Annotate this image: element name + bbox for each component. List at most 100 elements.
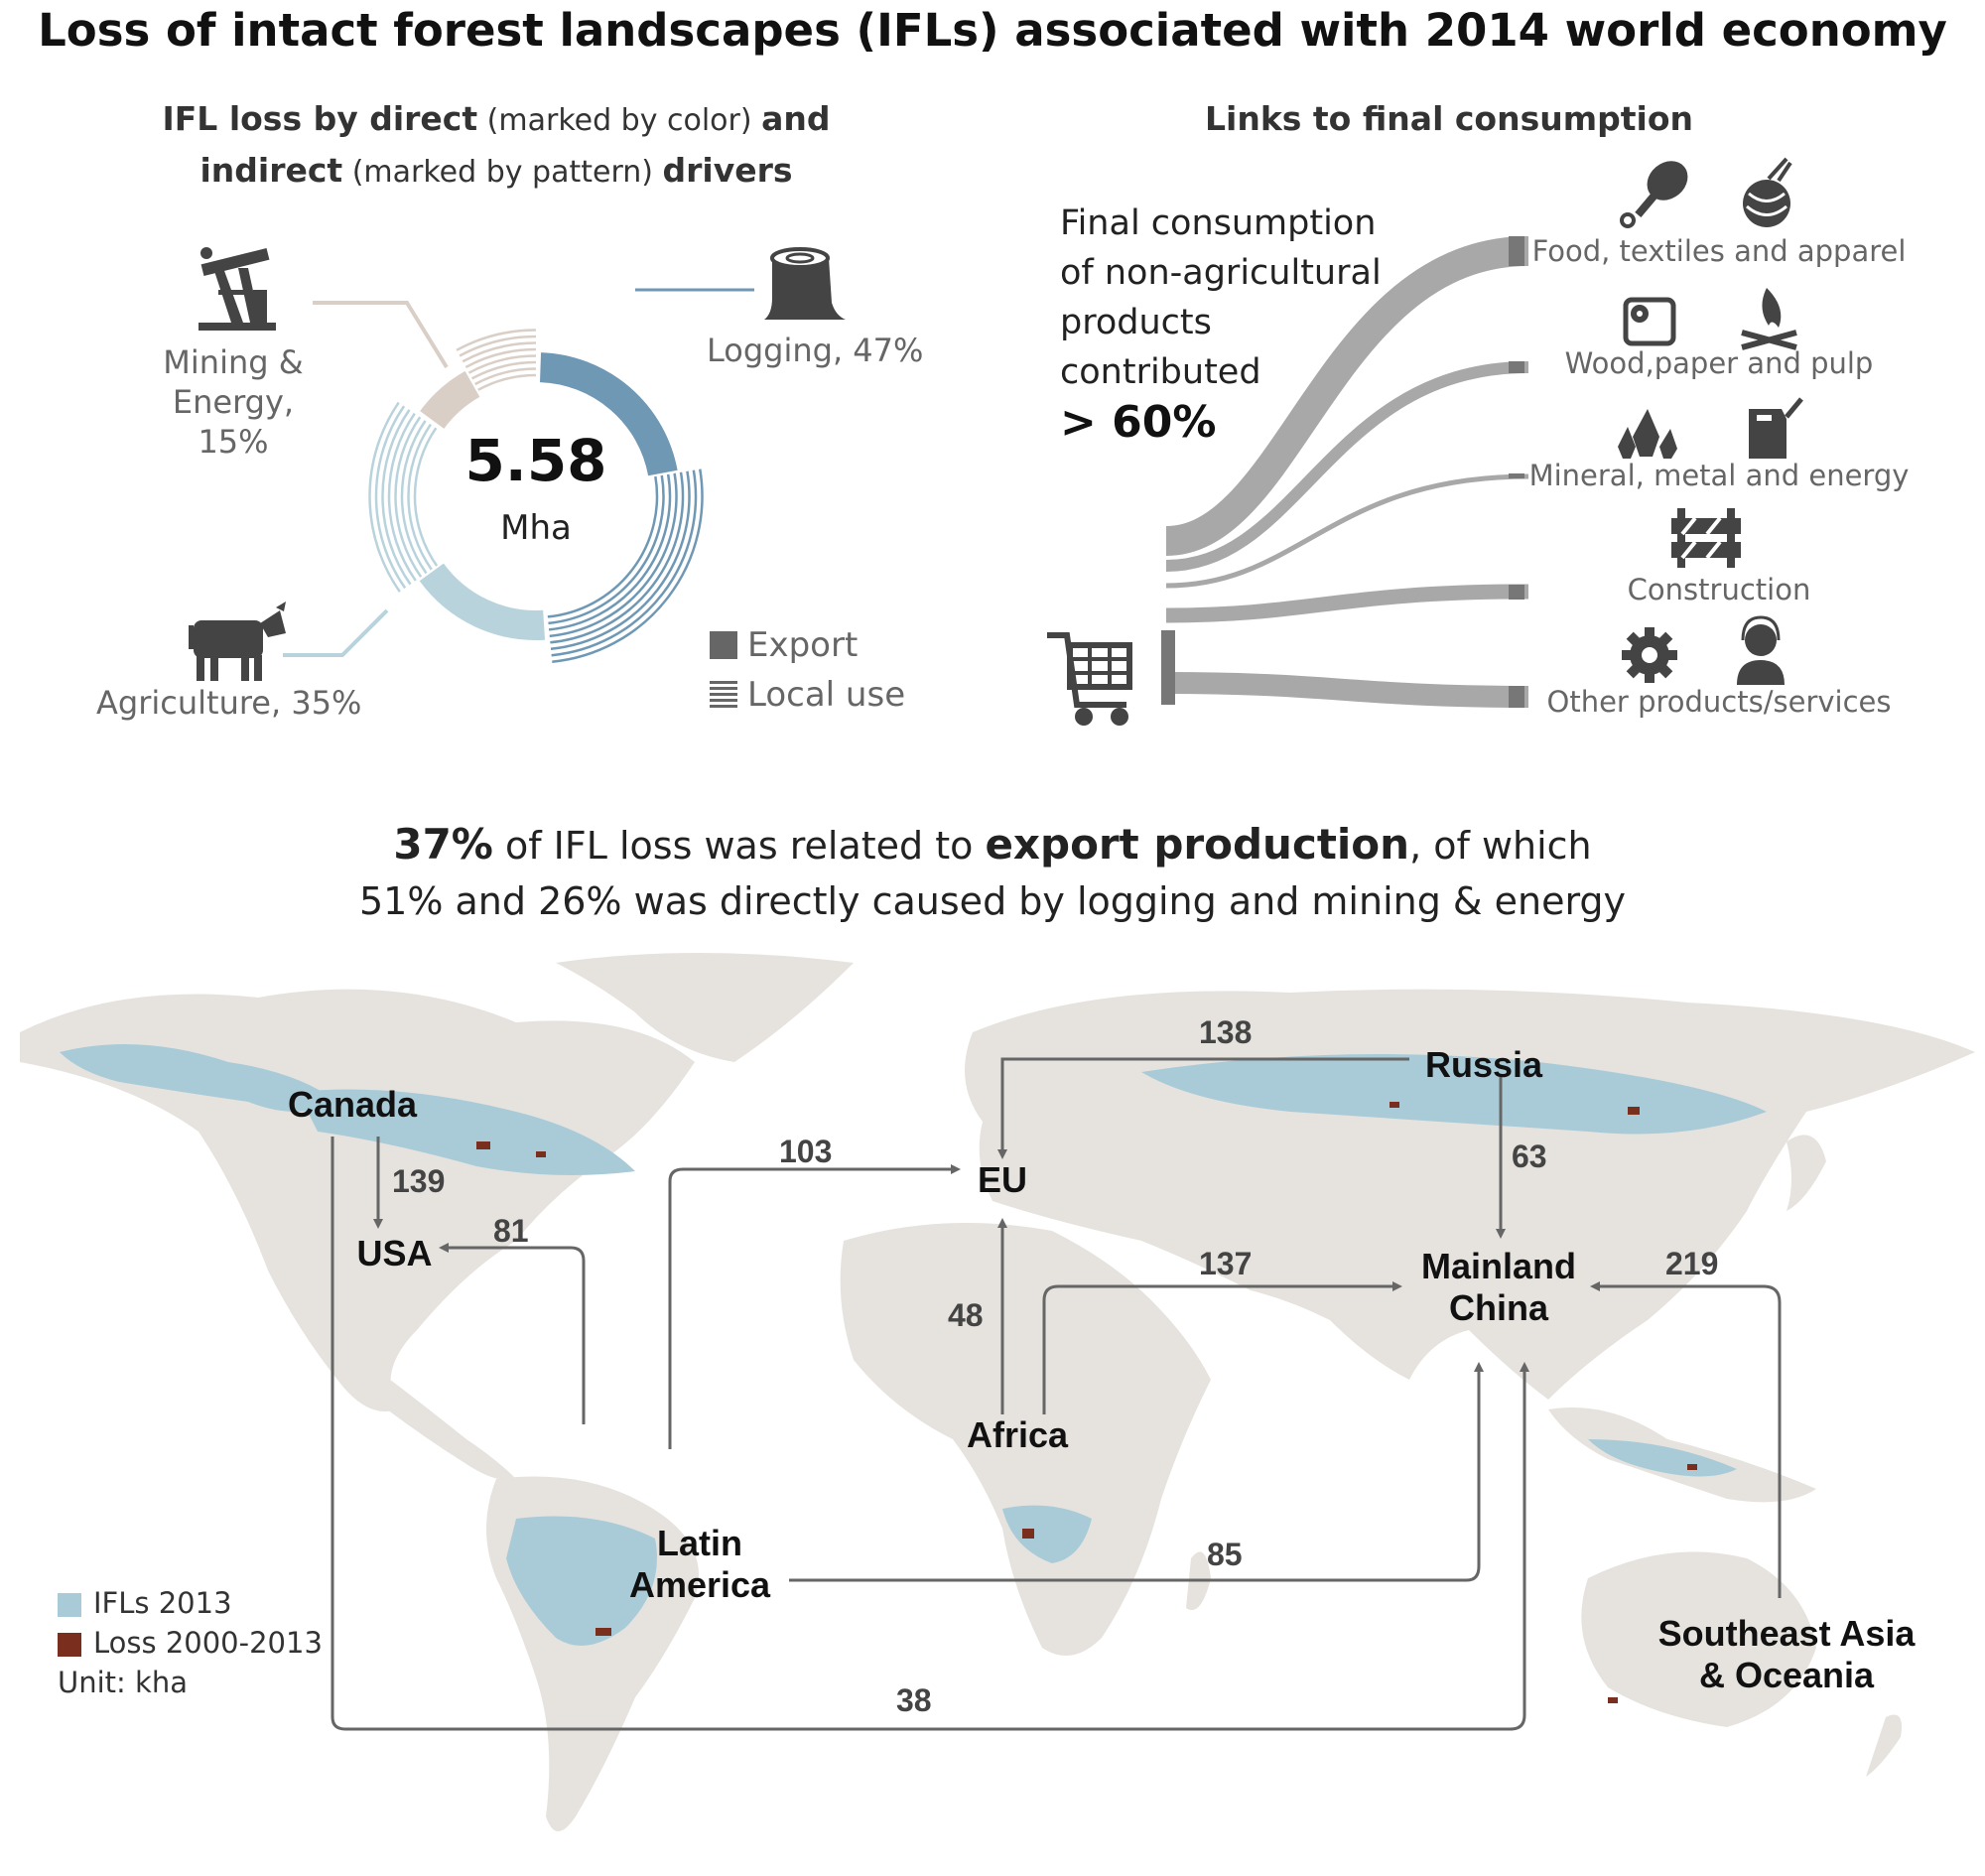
donut-segment-agriculture-local-ring [387, 412, 417, 582]
donut-segment-mining-local-ring [477, 373, 537, 391]
headline-text-c: , of which [1409, 824, 1592, 868]
cow-icon [189, 602, 286, 681]
trade-flows [331, 1057, 1782, 1731]
mining-label-line1: Mining & [163, 343, 304, 381]
donut-segment-agriculture-local-ring [368, 401, 401, 593]
donut-segment-logging-local-ring [552, 469, 704, 663]
flow-value-africa-china: 137 [1199, 1246, 1253, 1281]
donut-segment-agriculture-local-ring [413, 427, 439, 567]
end-bar-mineral [1509, 473, 1524, 478]
summary-line-2: of non-agricultural [1060, 253, 1382, 293]
japan-landmass [1786, 1135, 1826, 1211]
donut-segment-logging-local-ring [550, 470, 691, 651]
title-part-4: indirect [199, 151, 343, 190]
flow-food [1164, 236, 1529, 556]
donut-segment-logging-local-ring [549, 472, 678, 638]
flow-russia-eu [997, 1057, 1409, 1159]
total-loss-value: 5.58 [464, 427, 607, 494]
mining-label-line2: Energy, 15% [172, 383, 295, 461]
region-latin-america: Latin America [610, 1523, 789, 1606]
summary-line-1: Final consumption [1060, 203, 1377, 243]
region-latam-line2: America [628, 1564, 771, 1605]
road-barrier-icon [1671, 508, 1741, 568]
donut-segment-mining-local-ring [462, 341, 537, 363]
legend-label-local-use: Local use [747, 675, 906, 715]
tree-stump-icon [764, 247, 846, 320]
region-southeast-asia-oceania: Southeast Asia & Oceania [1628, 1613, 1945, 1696]
region-mainland-china: Mainland China [1390, 1246, 1608, 1329]
region-china-line2: China [1448, 1287, 1548, 1328]
agriculture-leader-line [283, 608, 389, 657]
title-part-3: and [761, 99, 831, 138]
new-zealand-landmass [1866, 1714, 1902, 1777]
flow-construction [1165, 584, 1529, 623]
category-wood-label: Wood,paper and pulp [1564, 346, 1874, 380]
flow-wood [1165, 361, 1529, 572]
campfire-icon [1741, 288, 1797, 350]
donut-segment-logging-local-ring [551, 469, 698, 657]
flow-value-latam-china: 85 [1207, 1537, 1243, 1572]
yarn-ball-icon [1743, 157, 1792, 227]
north-america-landmass [20, 989, 695, 1411]
export-headline-line2: 51% and 26% was directly caused by loggi… [358, 879, 1627, 923]
donut-segment-mining-export [420, 370, 480, 430]
ifl-canada [298, 1089, 635, 1175]
donut-segment-agriculture-local-ring [407, 423, 433, 571]
loss-areas [476, 1102, 1697, 1703]
region-latam-line1: Latin [657, 1523, 742, 1563]
support-agent-icon [1737, 615, 1785, 685]
chicken-leg-icon [1620, 161, 1688, 228]
ifl-congo [1002, 1505, 1092, 1563]
ifl-indonesia [1588, 1439, 1737, 1477]
gear-icon [1622, 627, 1677, 683]
flow-value-canada-usa: 139 [392, 1163, 446, 1199]
summary-line-3: products [1060, 303, 1212, 342]
end-bar-other [1509, 686, 1524, 708]
region-sea-line1: Southeast Asia [1657, 1613, 1916, 1654]
donut-segment-agriculture-local-ring [394, 416, 423, 578]
donut-segment-logging-local-ring [548, 473, 672, 631]
donut-segment-logging-export [539, 352, 678, 476]
oil-pump-icon [198, 247, 276, 331]
flow-value-russia-eu: 138 [1199, 1014, 1253, 1050]
title-part-1: IFL loss by direct [162, 99, 478, 138]
consumption-flow-diagram [1047, 157, 1803, 726]
africa-landmass [840, 1223, 1211, 1656]
flow-value-latam-usa: 81 [493, 1213, 529, 1249]
drivers-panel-title: IFL loss by direct (marked by color) and… [149, 94, 844, 198]
consumption-title-text: Links to final consumption [1205, 99, 1693, 138]
headline-pct: 37% [393, 820, 493, 869]
fuel-can-icon [1749, 397, 1803, 459]
agriculture-label: Agriculture, 35% [96, 684, 362, 722]
donut-segment-mining-local-ring [456, 329, 537, 351]
central-america-landmass [377, 1370, 516, 1480]
flow-value-africa-eu: 48 [948, 1297, 984, 1333]
donut-segment-agriculture-local-ring [374, 405, 407, 590]
ifl-alaska [60, 1044, 337, 1112]
page-title: Loss of intact forest landscapes (IFLs) … [38, 4, 1947, 57]
legend-unit: Unit: kha [58, 1666, 188, 1699]
flow-sea-china [1590, 1281, 1782, 1598]
category-other-label: Other products/services [1546, 685, 1892, 719]
flow-other [1165, 672, 1529, 708]
donut-segment-logging-local-ring [547, 475, 659, 618]
end-bar-construction [1509, 585, 1524, 600]
headline-export: export production [985, 820, 1410, 869]
total-loss-unit: Mha [500, 508, 572, 548]
end-bar-food [1509, 236, 1524, 266]
title-part-2: (marked by color) [477, 103, 762, 138]
legend-label-loss: Loss 2000-2013 [93, 1626, 323, 1660]
title-part-6: drivers [662, 151, 793, 190]
category-food-label: Food, textiles and apparel [1531, 234, 1907, 268]
flow-value-russia-china: 63 [1512, 1139, 1547, 1174]
flow-value-canada-china: 38 [896, 1682, 932, 1718]
summary-highlight: > 60% [1060, 397, 1217, 448]
summary-line-4: contributed [1060, 352, 1261, 392]
category-mineral-label: Mineral, metal and energy [1528, 459, 1910, 492]
drivers-donut-chart [189, 247, 846, 681]
consumption-panel-title: Links to final consumption [1151, 94, 1747, 144]
donut-segment-mining-local-ring [464, 347, 537, 369]
legend-item-loss: Loss 2000-2013 [58, 1626, 323, 1666]
australia-landmass [1581, 1551, 1816, 1727]
solid-square-icon [710, 631, 737, 659]
